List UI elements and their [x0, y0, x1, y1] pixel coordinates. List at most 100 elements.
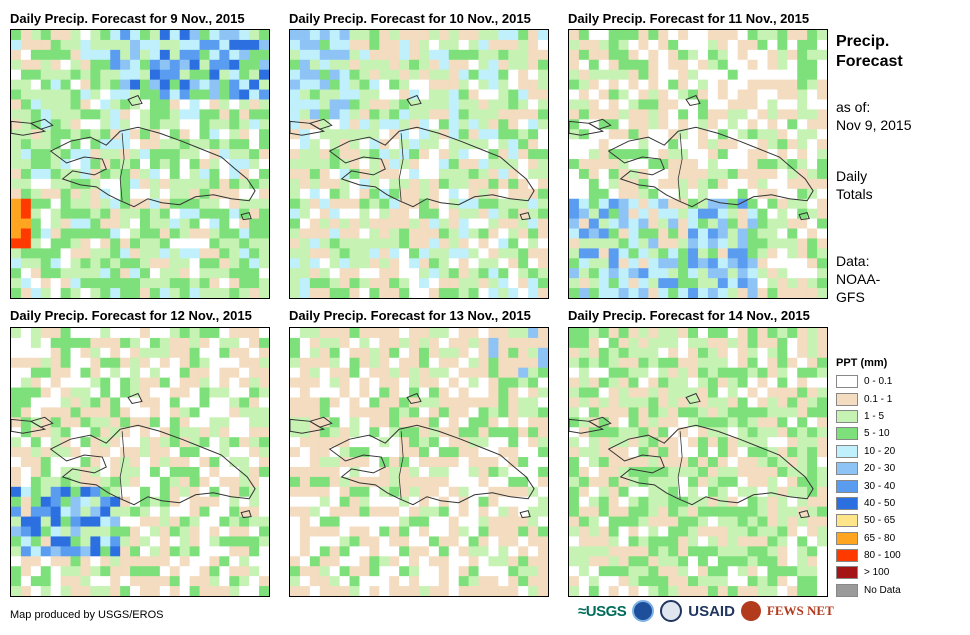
precip-cell — [219, 417, 230, 428]
precip-cell — [787, 457, 798, 468]
precip-cell — [419, 476, 430, 488]
precip-cell — [668, 328, 679, 339]
precip-cell — [707, 466, 719, 478]
precip-cell — [319, 337, 331, 349]
precip-cell — [40, 367, 52, 379]
precip-cell — [399, 328, 410, 339]
precip-cell — [727, 457, 739, 468]
precip-cell — [369, 248, 380, 259]
precip-cell — [498, 30, 509, 41]
precip-cell — [817, 407, 827, 418]
precip-cell — [767, 238, 778, 249]
precip-cell — [757, 188, 768, 200]
precip-cell — [478, 536, 489, 547]
precip-cell — [488, 159, 499, 170]
precip-cell — [668, 69, 679, 81]
precip-cell — [608, 328, 620, 339]
precip-cell — [817, 506, 827, 518]
precip-cell — [50, 228, 62, 239]
precip-cell — [299, 59, 311, 71]
precip-cell — [379, 466, 390, 478]
legend-item: 1 - 5 — [836, 408, 901, 425]
precip-cell — [538, 466, 548, 478]
precip-cell — [518, 377, 529, 389]
precip-cell — [229, 139, 240, 150]
precip-cell — [259, 248, 269, 259]
precip-cell — [30, 198, 42, 210]
precip-cell — [70, 59, 81, 71]
precip-cell — [290, 188, 301, 200]
precip-cell — [777, 367, 788, 379]
precip-cell — [588, 427, 600, 438]
legend-label: 5 - 10 — [864, 428, 890, 440]
precip-cell — [419, 188, 430, 200]
precip-cell — [60, 328, 72, 339]
precip-cell — [488, 337, 499, 349]
precip-cell — [518, 59, 529, 71]
precip-cell — [458, 198, 470, 210]
precip-cell — [140, 39, 151, 51]
precip-cell — [11, 30, 22, 41]
precip-cell — [468, 59, 480, 71]
precip-cell — [578, 198, 590, 210]
precip-cell — [707, 129, 719, 140]
precip-cell — [797, 576, 808, 587]
precip-cell — [817, 79, 827, 91]
precip-cell — [359, 159, 370, 170]
precip-cell — [30, 208, 42, 220]
precip-cell — [290, 228, 301, 239]
precip-cell — [628, 466, 639, 478]
precip-cell — [149, 159, 161, 170]
precip-cell — [678, 556, 689, 567]
precip-cell — [189, 119, 201, 130]
precip-cell — [389, 139, 400, 150]
precip-cell — [70, 198, 81, 210]
precip-cell — [698, 139, 709, 150]
precip-cell — [379, 387, 390, 398]
precip-cell — [717, 268, 729, 279]
precip-cell — [149, 149, 161, 160]
precip-cell — [658, 536, 669, 547]
precip-cell — [70, 268, 81, 279]
precip-cell — [219, 49, 230, 61]
precip-cell — [259, 576, 269, 587]
totals-line2: Totals — [836, 186, 873, 202]
precip-cell — [807, 288, 818, 298]
precip-cell — [767, 109, 778, 120]
precip-cell — [349, 159, 360, 170]
precip-cell — [428, 139, 440, 150]
precip-cell — [717, 476, 729, 488]
precip-cell — [219, 30, 230, 41]
precip-cell — [259, 278, 269, 289]
precip-cell — [638, 357, 649, 369]
precip-cell — [329, 89, 341, 100]
precip-cell — [448, 526, 460, 537]
precip-cell — [399, 178, 410, 190]
precip-cell — [588, 526, 600, 537]
precip-cell — [60, 99, 72, 110]
precip-cell — [757, 228, 768, 239]
precip-cell — [399, 99, 410, 110]
precip-cell — [458, 367, 470, 379]
precip-cell — [688, 288, 699, 298]
precip-cell — [70, 427, 81, 438]
precip-cell — [717, 258, 729, 269]
precip-cell — [668, 288, 679, 298]
precip-cell — [448, 466, 460, 478]
precip-cell — [538, 79, 548, 91]
precip-cell — [727, 427, 739, 438]
precip-cell — [199, 457, 210, 468]
precip-cell — [319, 397, 331, 408]
precip-cell — [409, 457, 420, 468]
coastline — [406, 392, 422, 404]
precip-cell — [189, 556, 201, 567]
precip-cell — [249, 586, 260, 596]
precip-cell — [179, 288, 191, 298]
precip-cell — [299, 178, 311, 190]
precip-cell — [777, 397, 788, 408]
precip-cell — [569, 39, 580, 51]
precip-cell — [658, 457, 669, 468]
precip-cell — [70, 506, 81, 518]
precip-cell — [688, 49, 699, 61]
precip-cell — [80, 337, 91, 349]
